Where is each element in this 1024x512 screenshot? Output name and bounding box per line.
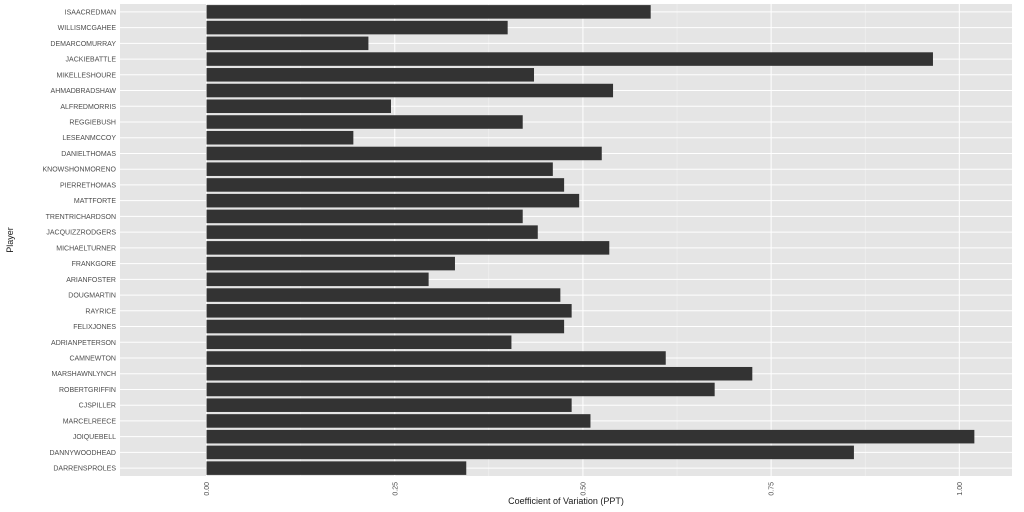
bar: [206, 241, 610, 255]
bar: [206, 398, 572, 412]
x-tick-label: 0.75: [769, 482, 776, 496]
plot-panel: [120, 4, 1012, 476]
y-tick-labels: ISAACREDMAN WILLISMCGAHEE DEMARCOMURRAY JAC…: [43, 9, 117, 472]
bar: [206, 414, 591, 428]
bars: [206, 5, 975, 475]
y-tick-label: MIKELLESHOURE: [56, 72, 116, 79]
bar: [206, 193, 580, 208]
bar: [206, 146, 602, 161]
y-tick-label: PIERRETHOMAS: [60, 182, 116, 189]
bar: [206, 382, 715, 397]
bar: [206, 256, 455, 271]
y-tick-label: DANNYWOODHEAD: [49, 450, 116, 457]
y-tick-label: DEMARCOMURRAY: [50, 41, 116, 48]
bar: [206, 461, 467, 475]
bar: [206, 36, 369, 51]
y-tick-label: CAMNEWTON: [69, 356, 116, 363]
y-tick-label: RAYRICE: [85, 308, 116, 315]
y-tick-label: DOUGMARTIN: [68, 293, 116, 300]
y-tick-label: ISAACREDMAN: [65, 9, 116, 16]
bar: [206, 115, 523, 129]
bar: [206, 304, 572, 318]
bar: [206, 52, 933, 66]
y-tick-label: ADRIANPETERSON: [51, 340, 116, 347]
bar: [206, 351, 666, 365]
bar: [206, 445, 854, 460]
bar: [206, 366, 753, 381]
bar: [206, 83, 614, 98]
x-tick-label: 0.25: [392, 482, 399, 496]
y-tick-label: JACQUIZZRODGERS: [46, 230, 116, 237]
bar: [206, 288, 561, 302]
y-tick-label: TRENTRICHARDSON: [46, 214, 116, 221]
x-tick-label: 0.50: [580, 482, 587, 496]
bar: [206, 335, 512, 350]
bar: [206, 319, 565, 334]
y-tick-label: AHMADBRADSHAW: [51, 88, 117, 95]
y-tick-label: ROBERTGRIFFIN: [59, 387, 116, 394]
x-tick-labels: 0.00 0.25 0.50 0.75 1.00: [204, 482, 964, 496]
y-tick-label: KNOWSHONMORENO: [43, 167, 117, 174]
y-tick-label: ARIANFOSTER: [66, 277, 116, 284]
bar: [206, 20, 508, 35]
bar: [206, 5, 651, 19]
x-tick-label: 1.00: [957, 482, 964, 496]
y-tick-label: CJSPILLER: [79, 403, 116, 410]
y-tick-label: REGGIEBUSH: [69, 120, 116, 127]
y-tick-label: DANIELTHOMAS: [61, 151, 116, 158]
y-tick-label: MICHAELTURNER: [56, 245, 116, 252]
y-axis-title: Player: [5, 227, 15, 253]
y-tick-label: MATTFORTE: [74, 198, 116, 205]
y-tick-label: WILLISMCGAHEE: [58, 25, 117, 32]
y-tick-label: JACKIEBATTLE: [66, 57, 117, 64]
bar: [206, 130, 354, 145]
bar: [206, 178, 565, 192]
bar: [206, 429, 975, 444]
y-tick-label: ALFREDMORRIS: [60, 104, 116, 111]
bar: [206, 272, 429, 287]
y-tick-label: LESEANMCCOY: [62, 135, 116, 142]
y-tick-label: MARCELREECE: [63, 418, 117, 425]
y-tick-label: MARSHAWNLYNCH: [51, 371, 116, 378]
bar: [206, 68, 535, 82]
y-tick-label: FELIXJONES: [73, 324, 116, 331]
x-axis-title: Coefficient of Variation (PPT): [508, 496, 624, 506]
x-tick-label: 0.00: [204, 482, 211, 496]
bar: [206, 162, 553, 176]
bar: [206, 209, 523, 224]
bar: [206, 225, 538, 239]
y-tick-label: DARRENSPROLES: [53, 466, 116, 473]
bar: [206, 99, 391, 114]
y-tick-label: FRANKGORE: [72, 261, 117, 268]
y-tick-label: JOIQUEBELL: [73, 434, 116, 441]
